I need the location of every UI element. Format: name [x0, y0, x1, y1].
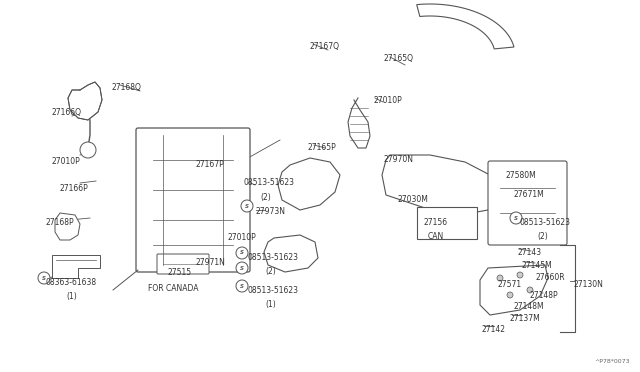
Circle shape: [38, 272, 50, 284]
Polygon shape: [382, 155, 495, 215]
Circle shape: [510, 212, 522, 224]
Circle shape: [507, 292, 513, 298]
Text: CAN: CAN: [428, 232, 444, 241]
Text: 27973N: 27973N: [256, 207, 286, 216]
FancyBboxPatch shape: [136, 128, 250, 272]
Polygon shape: [278, 158, 340, 210]
Circle shape: [241, 200, 253, 212]
Text: S: S: [240, 283, 244, 289]
Text: 27166P: 27166P: [60, 184, 89, 193]
Text: FOR CANADA: FOR CANADA: [148, 284, 198, 293]
Text: 27971N: 27971N: [196, 258, 226, 267]
Circle shape: [236, 262, 248, 274]
Circle shape: [517, 272, 523, 278]
Circle shape: [527, 287, 533, 293]
Text: 27143: 27143: [517, 248, 541, 257]
Text: 27515: 27515: [168, 268, 192, 277]
Text: 27580M: 27580M: [506, 171, 537, 180]
Text: S: S: [245, 203, 249, 208]
Text: (1): (1): [66, 292, 77, 301]
Circle shape: [497, 275, 503, 281]
Polygon shape: [68, 82, 102, 120]
Text: 08513-51623: 08513-51623: [248, 253, 299, 262]
Polygon shape: [417, 4, 514, 49]
Text: 08363-61638: 08363-61638: [46, 278, 97, 287]
Text: 27130N: 27130N: [573, 280, 603, 289]
Polygon shape: [52, 255, 100, 278]
Text: 27137M: 27137M: [510, 314, 541, 323]
Text: 27165P: 27165P: [308, 143, 337, 152]
Text: S: S: [42, 276, 46, 280]
Circle shape: [236, 247, 248, 259]
Text: S: S: [240, 266, 244, 270]
Text: 27571: 27571: [498, 280, 522, 289]
Circle shape: [80, 142, 96, 158]
Polygon shape: [480, 265, 548, 315]
Text: 27148M: 27148M: [514, 302, 545, 311]
Text: 08513-51623: 08513-51623: [520, 218, 571, 227]
Text: 27168P: 27168P: [46, 218, 75, 227]
Text: ^P78*0073: ^P78*0073: [595, 359, 630, 364]
Text: S: S: [240, 250, 244, 256]
Text: 27167Q: 27167Q: [310, 42, 340, 51]
Polygon shape: [55, 213, 80, 240]
Text: 08513-51623: 08513-51623: [244, 178, 295, 187]
Text: (2): (2): [260, 193, 271, 202]
Text: 27010P: 27010P: [374, 96, 403, 105]
FancyBboxPatch shape: [488, 161, 567, 245]
Text: 27148P: 27148P: [530, 291, 559, 300]
Text: 27166Q: 27166Q: [52, 108, 82, 117]
Text: (2): (2): [265, 267, 276, 276]
Text: 27010P: 27010P: [228, 233, 257, 242]
Text: 27156: 27156: [424, 218, 448, 227]
Text: 27030M: 27030M: [398, 195, 429, 204]
Text: 08513-51623: 08513-51623: [248, 286, 299, 295]
Text: 27165Q: 27165Q: [384, 54, 414, 63]
Text: 27660R: 27660R: [535, 273, 564, 282]
Text: (1): (1): [265, 300, 276, 309]
FancyBboxPatch shape: [417, 207, 477, 239]
Text: 27671M: 27671M: [514, 190, 545, 199]
Text: S: S: [514, 215, 518, 221]
Text: (2): (2): [537, 232, 548, 241]
Circle shape: [236, 280, 248, 292]
Text: 27010P: 27010P: [52, 157, 81, 166]
Text: 27142: 27142: [482, 325, 506, 334]
Text: 27168Q: 27168Q: [112, 83, 142, 92]
Text: 27970N: 27970N: [384, 155, 414, 164]
Text: 27145M: 27145M: [522, 261, 553, 270]
Polygon shape: [264, 235, 318, 272]
Text: 27167P: 27167P: [196, 160, 225, 169]
FancyBboxPatch shape: [157, 254, 209, 274]
